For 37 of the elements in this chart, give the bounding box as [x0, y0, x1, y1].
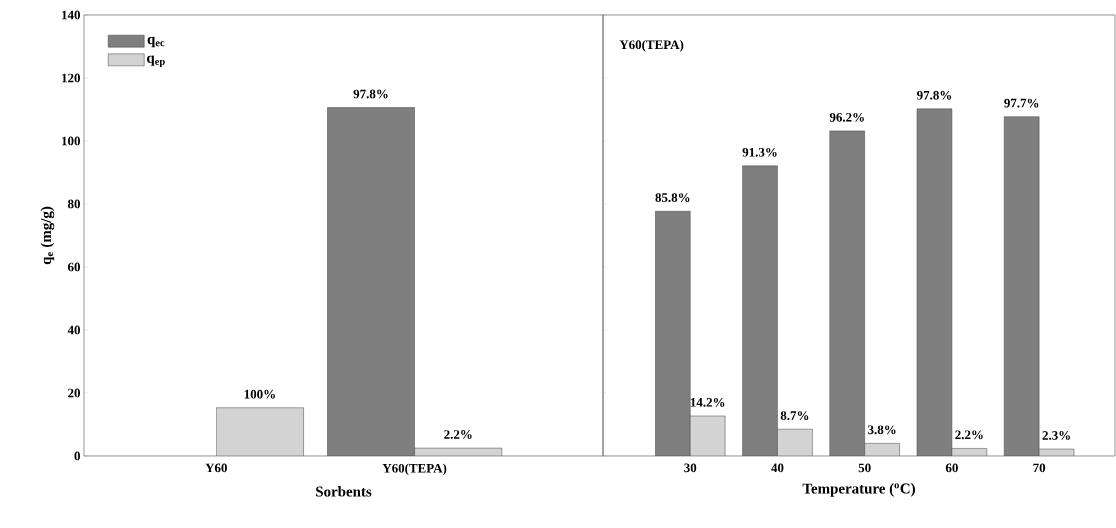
- annotation: 2.2%: [444, 430, 472, 439]
- annotation: 97.7%: [1004, 98, 1039, 108]
- x-tick-label: 70: [1033, 463, 1046, 473]
- y-tick-label: 100: [62, 136, 80, 146]
- y-tick-label: 60: [67, 262, 80, 272]
- annotation: 97.8%: [917, 90, 952, 100]
- annotation: 3.8%: [868, 425, 896, 435]
- x-tick-label: 40: [771, 463, 784, 473]
- annotation: 91.3%: [742, 147, 777, 157]
- annotation: 14.2%: [690, 397, 725, 407]
- x-tick-label: Y60(TEPA): [382, 463, 447, 476]
- y-tick-label: 20: [68, 388, 80, 398]
- x-tick-label: 60: [945, 463, 958, 473]
- y-tick-label: 80: [67, 199, 80, 209]
- y-tick-label: 40: [67, 325, 80, 335]
- y-tick-label: 120: [62, 73, 80, 83]
- bar: [689, 415, 726, 456]
- annotation: 100%: [244, 389, 275, 399]
- y-axis-title: q$_{e}$ (mg/g): [40, 206, 55, 265]
- x-tick-label: 30: [684, 463, 697, 473]
- annotation: 85.8%: [655, 193, 690, 203]
- x-axis-title: Temperature ($^{o}$C): [802, 483, 915, 497]
- annotation: 97.8%: [353, 89, 388, 99]
- x-tick-label: Y60: [205, 463, 227, 473]
- annotation: 96.2%: [829, 112, 864, 122]
- x-axis-title: Sorbents: [316, 486, 372, 497]
- bar: [777, 428, 813, 456]
- bar: [216, 407, 304, 456]
- annotation: 2.2%: [955, 430, 983, 440]
- annotation: 8.7%: [780, 411, 809, 421]
- legend-label: q$_{ep}$: [147, 55, 165, 68]
- x-tick-label: 50: [858, 463, 871, 473]
- y-tick-label: 140: [62, 10, 80, 20]
- y-tick-label: 0: [74, 451, 80, 461]
- annotation: 2.3%: [1042, 431, 1070, 440]
- legend-label: q$_{ec}$: [147, 36, 165, 48]
- annotation: Y60(TEPA): [619, 39, 684, 52]
